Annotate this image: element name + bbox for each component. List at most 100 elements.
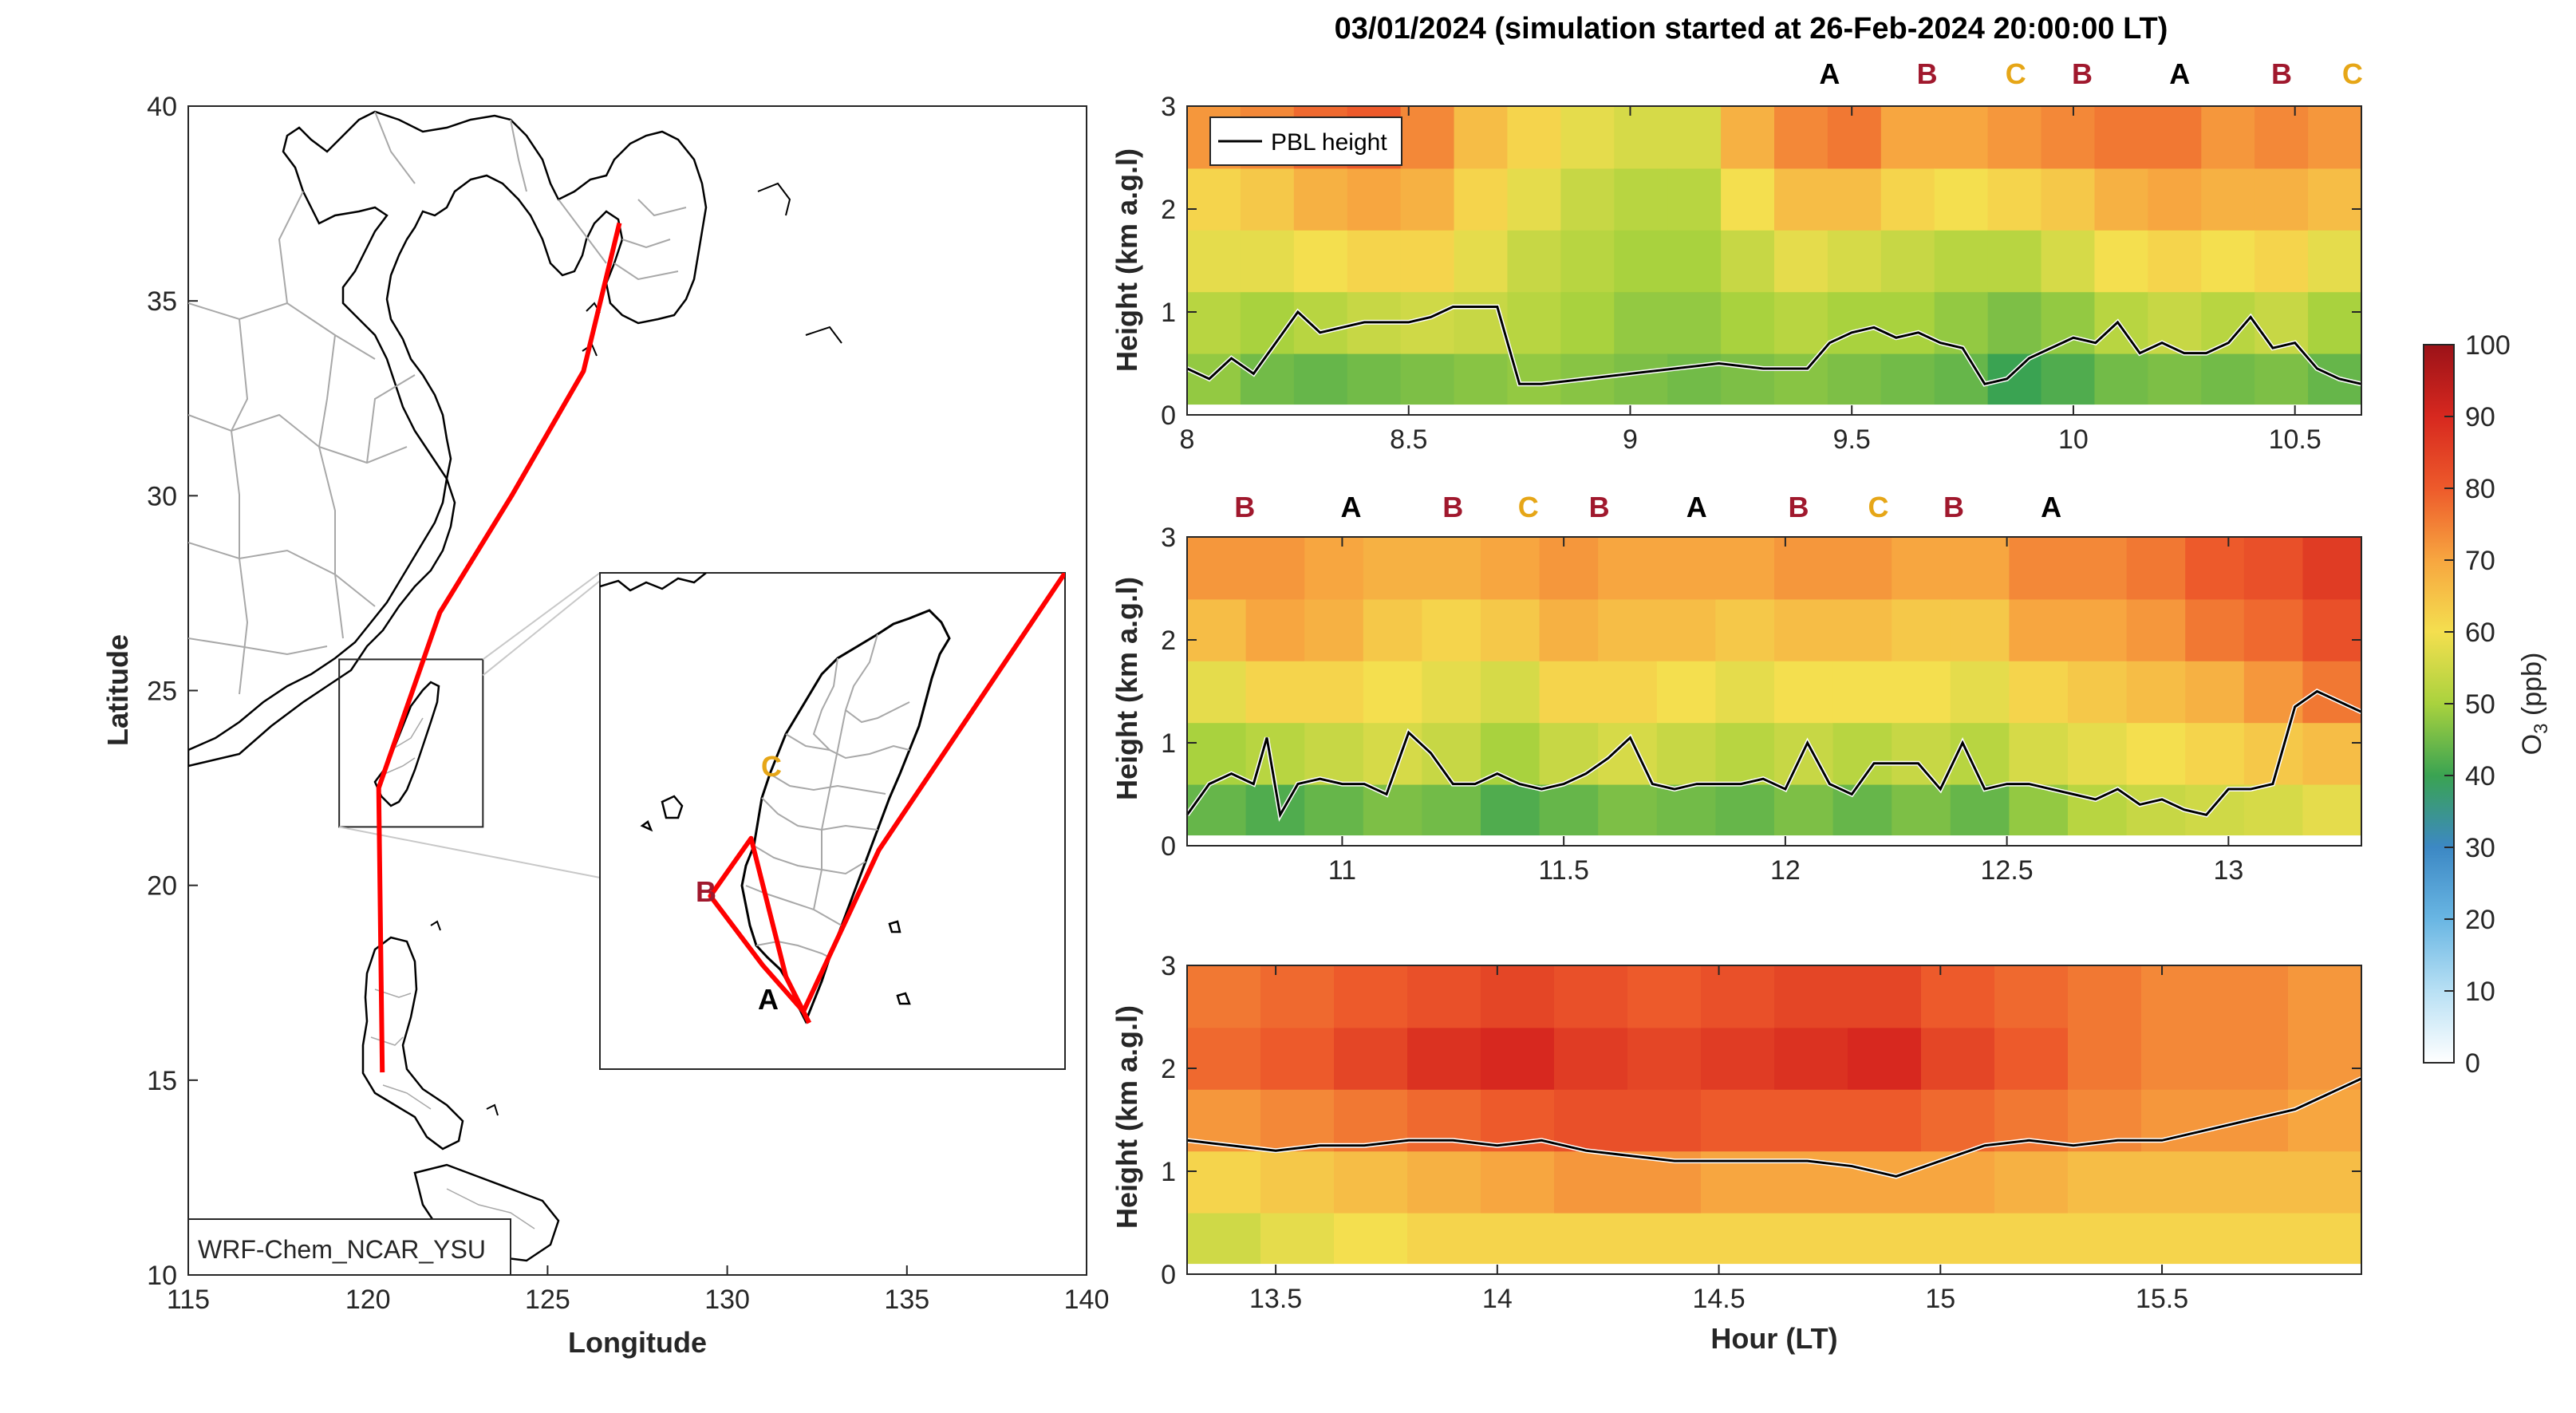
colorbar-tick-label: 80 [2465,474,2495,504]
segment-label-A: A [2041,491,2061,523]
xtick-label: 11.5 [1538,855,1589,886]
segment-label-B: B [1789,491,1809,523]
segment-label-B: B [1589,491,1610,523]
segment-label-B: B [1917,57,1938,90]
o3-cell [1994,1151,2069,1214]
o3-cell [1880,168,1935,231]
inset-label-C: C [761,750,782,783]
o3-cell [1934,168,1989,231]
o3-cell [2288,1027,2362,1090]
o3-cell [1539,722,1600,785]
map-xtick-label: 135 [884,1285,929,1315]
o3-cell [2094,168,2149,231]
o3-cell [1721,229,1775,293]
o3-cell [1187,965,1261,1028]
map-ytick-label: 10 [147,1261,177,1291]
o3-cell [2009,660,2069,724]
inset-connector-bottom [338,826,601,878]
o3-cell [1187,598,1247,661]
o3-cell [2009,537,2069,600]
o3-cell [1715,537,1775,600]
panel3-xlabel: Hour (LT) [1710,1322,1837,1355]
o3-cell [2068,537,2128,600]
o3-cell [1363,537,1423,600]
o3-cell [2302,537,2362,600]
o3-cell [2215,965,2289,1028]
segment-label-C: C [1868,491,1889,523]
o3-cell [1293,229,1348,293]
colorbar-tick-label: 0 [2465,1048,2480,1079]
o3-cell [2215,1151,2289,1214]
o3-cell [1827,168,1882,231]
o3-cell [1187,660,1247,724]
map-xtick-label: 115 [167,1285,210,1315]
o3-cell [1422,537,1481,600]
pbl-height-line [1186,306,2362,386]
o3-cell [2041,168,2096,231]
o3-cell [2126,722,2187,785]
o3-cell [1260,1088,1335,1152]
ytick-label: 3 [1161,523,1176,553]
o3-cell [1407,1151,1481,1214]
o3-cell [1774,1088,1848,1152]
o3-cell [1507,106,1562,169]
panel2-ylabel: Height (km a.g.l) [1110,577,1143,800]
o3-cell [1950,660,2010,724]
xtick-label: 12.5 [1981,855,2034,886]
o3-cell [1598,537,1658,600]
o3-cell [1240,229,1295,293]
o3-cell [2094,106,2149,169]
segment-label-B: B [1442,491,1463,523]
o3-cell [1598,660,1658,724]
o3-cell [1614,106,1669,169]
o3-cell [2041,291,2096,354]
inset-panel: C B A [599,572,1066,1070]
o3-cell [1400,106,1455,169]
o3-cell [2243,598,2304,661]
o3-cell [2243,537,2304,600]
o3-cell [1987,168,2042,231]
o3-cell [1832,660,1893,724]
o3-cell [1187,1151,1261,1214]
o3-cell [1848,1027,1922,1090]
o3-cell [2126,537,2187,600]
o3-cell [1614,168,1669,231]
o3-cell [1667,291,1722,354]
o3-cell [1774,1027,1848,1090]
colorbar-tick-label: 40 [2465,761,2495,791]
colorbar-tick-label: 90 [2465,402,2495,432]
o3-cell [1454,229,1509,293]
o3-cell [1614,229,1669,293]
o3-cell [1921,965,1995,1028]
o3-cell [2041,106,2096,169]
ground-strip [1187,835,2361,846]
panel-axes-box [1186,965,2362,1275]
o3-cell [2185,722,2245,785]
o3-cell [1774,229,1828,293]
segment-label-A: A [1686,491,1707,523]
xtick-label: 9 [1623,424,1638,455]
o3-cell [1407,1027,1481,1090]
segment-label-B: B [2072,57,2093,90]
map-ylabel: Latitude [101,634,134,746]
o3-cell [2302,598,2362,661]
o3-cell [1187,229,1241,293]
inset-county-borders [745,633,910,958]
o3-cell [1598,598,1658,661]
o3-cell [1832,722,1893,785]
colorbar: 0 10 20 30 40 50 60 70 80 90 100 O3 (ppb) [2423,330,2552,1079]
o3-cell [1892,660,1951,724]
o3-cell [2215,1027,2289,1090]
o3-cell [2141,965,2215,1028]
o3-cell [1950,537,2010,600]
o3-cell [1627,965,1702,1028]
ytick-label: 0 [1161,1260,1176,1290]
o3-cell [2308,168,2362,231]
o3-cell [1554,965,1628,1028]
panel1-ylabel: Height (km a.g.l) [1110,148,1143,372]
o3-cell [1304,537,1364,600]
o3-cell [2288,1151,2362,1214]
pbl-legend: PBL height [1209,116,1402,166]
o3-cell [1701,1088,1775,1152]
ytick-label: 1 [1161,1157,1176,1187]
